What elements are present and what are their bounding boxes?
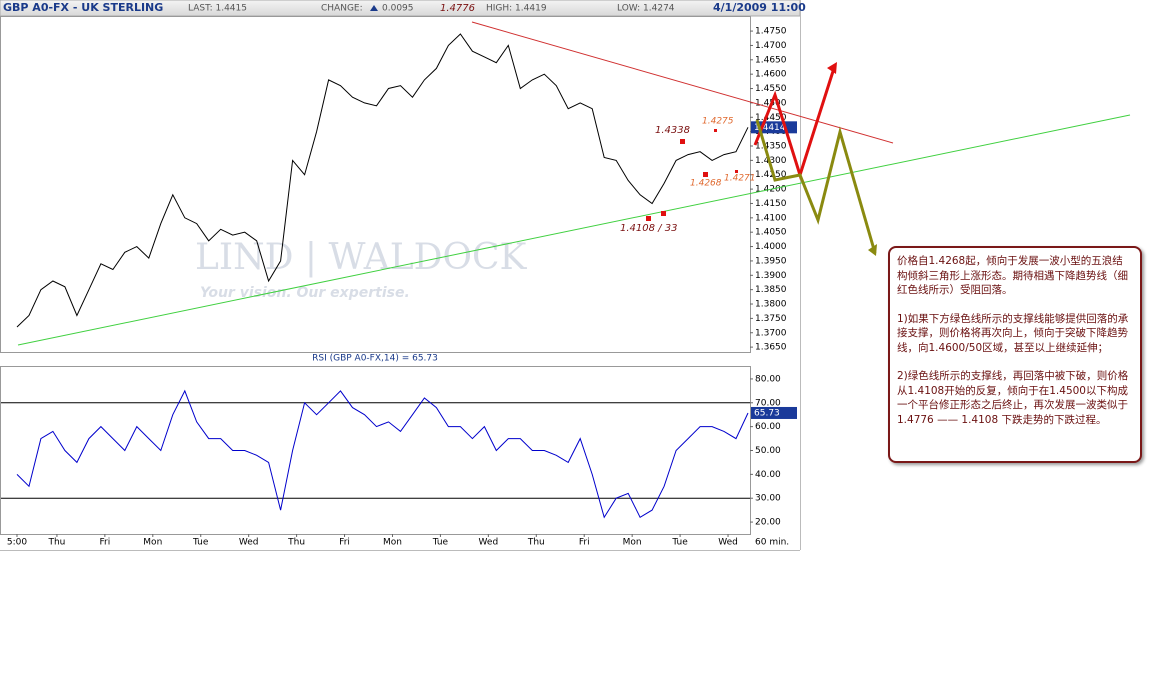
annotation: 1.4271 [724,174,756,184]
watermark: LIND | WALDOCK [195,237,528,278]
price-panel [0,16,751,353]
swing-marker [680,139,685,144]
x-tick-label: Thu [287,538,305,548]
x-tick-label: Mon [383,538,402,548]
x-tick-label: Tue [671,538,688,548]
last: LAST: 1.4415 [188,4,247,14]
x-tick-label: Thu [47,538,65,548]
commentary: 2)绿色线所示的支撑线，再回落中被下破，则价格从1.4108开始的反复，倾向于在… [897,370,1129,426]
bear-path [755,119,877,254]
swing-marker [661,211,666,216]
y-tick-label: 1.3850 [755,285,787,295]
y-tick-label: 1.4000 [755,242,787,252]
plot-layer: 1.3650 1.3700 1.3750 1.3800 1.3850 1.3900 1.39… [1,27,797,548]
y-tick-label: 60.00 [755,422,781,432]
x-tick-label: Tue [432,538,449,548]
price-line [16,33,749,328]
y-tick-label: 1.4700 [755,41,787,51]
y-tick-label: 1.4550 [755,84,787,94]
y-tick-label: 1.4150 [755,199,787,209]
y-tick-label: 1.4300 [755,156,787,166]
x-tick-label: Mon [623,538,642,548]
y-tick-label: 1.3900 [755,271,787,281]
y-tick-label: 1.3950 [755,256,787,266]
swing-markers [646,129,738,221]
change-label: CHANGE: [321,4,363,14]
interval-label: 60 min. [755,538,789,548]
x-tick-label: Tue [192,538,209,548]
annotation: 1.4268 [690,179,722,189]
x-tick-label: Fri [99,538,110,548]
commentary: 价格自1.4268起，倾向于发展一波小型的五浪结构倾斜三角形上涨形态。期待相遇下… [897,255,1128,296]
y-tick-label: 1.3750 [755,314,787,324]
change: 0.0095 [382,4,414,14]
up-icon [370,5,378,11]
datetime: 4/1/2009 11:00 [713,1,806,14]
x-tick-label: 5:00 [7,538,27,548]
bull-path [753,64,837,180]
last-tag-label: 1.4414 [754,123,786,133]
y-tick-label: 50.00 [755,446,781,456]
y-tick-label: 1.4600 [755,70,787,80]
support-line [17,114,1131,346]
price-line [16,389,749,519]
y-tick-label: 1.4250 [755,170,787,180]
y-tick-label: 1.4650 [755,55,787,65]
watermark-slogan: Your vision. Our expertise. [200,285,410,301]
rsi-panel [0,366,751,535]
last-tag [751,406,797,419]
high: HIGH: 1.4419 [486,4,547,14]
y-tick-label: 1.4750 [755,27,787,37]
x-tick-label: Mon [143,538,162,548]
swing-marker [714,129,717,132]
y-tick-label: 1.4100 [755,213,787,223]
x-tick-label: Fri [339,538,350,548]
annotation: 1.4275 [702,117,734,127]
annotation: 1.4338 [655,125,690,136]
x-tick-label: Wed [718,538,738,548]
y-tick-label: 40.00 [755,470,781,480]
y-tick-label: 1.4450 [755,113,787,123]
swing-marker [735,170,738,173]
y-tick-label: 1.3800 [755,300,787,310]
x-tick-label: Thu [527,538,545,548]
commentary: 1)如果下方绿色线所示的支撑线能够提供回落的承接支撑，则价格将再次向上，倾向于突… [897,312,1129,354]
downtrend-line [471,21,894,144]
y-tick-label: 1.3650 [755,343,787,353]
annotation: 1.4776 [440,3,475,14]
y-tick-label: 70.00 [755,398,781,408]
panel-title: RSI (GBP A0-FX,14) = 65.73 [312,354,438,364]
x-tick-label: Wed [239,538,259,548]
x-tick-label: Fri [579,538,590,548]
last-tag-label: 65.73 [754,408,780,418]
commentary-box: 价格自1.4268起，倾向于发展一波小型的五浪结构倾斜三角形上涨形态。期待相遇下… [888,246,1142,463]
annotation: 1.4108 / 33 [620,223,677,234]
low: LOW: 1.4274 [617,4,675,14]
arrow-head [827,62,837,74]
swing-marker [703,172,708,177]
y-tick-label: 30.00 [755,494,781,504]
y-tick-label: 1.3700 [755,328,787,338]
y-tick-label: 1.4350 [755,142,787,152]
symbol: GBP A0-FX - UK STERLING [3,1,163,14]
swing-marker [646,216,651,221]
x-tick-label: Wed [479,538,499,548]
y-tick-label: 80.00 [755,374,781,384]
y-tick-label: 20.00 [755,518,781,528]
y-tick-label: 1.4050 [755,228,787,238]
arrow-head [868,244,877,256]
